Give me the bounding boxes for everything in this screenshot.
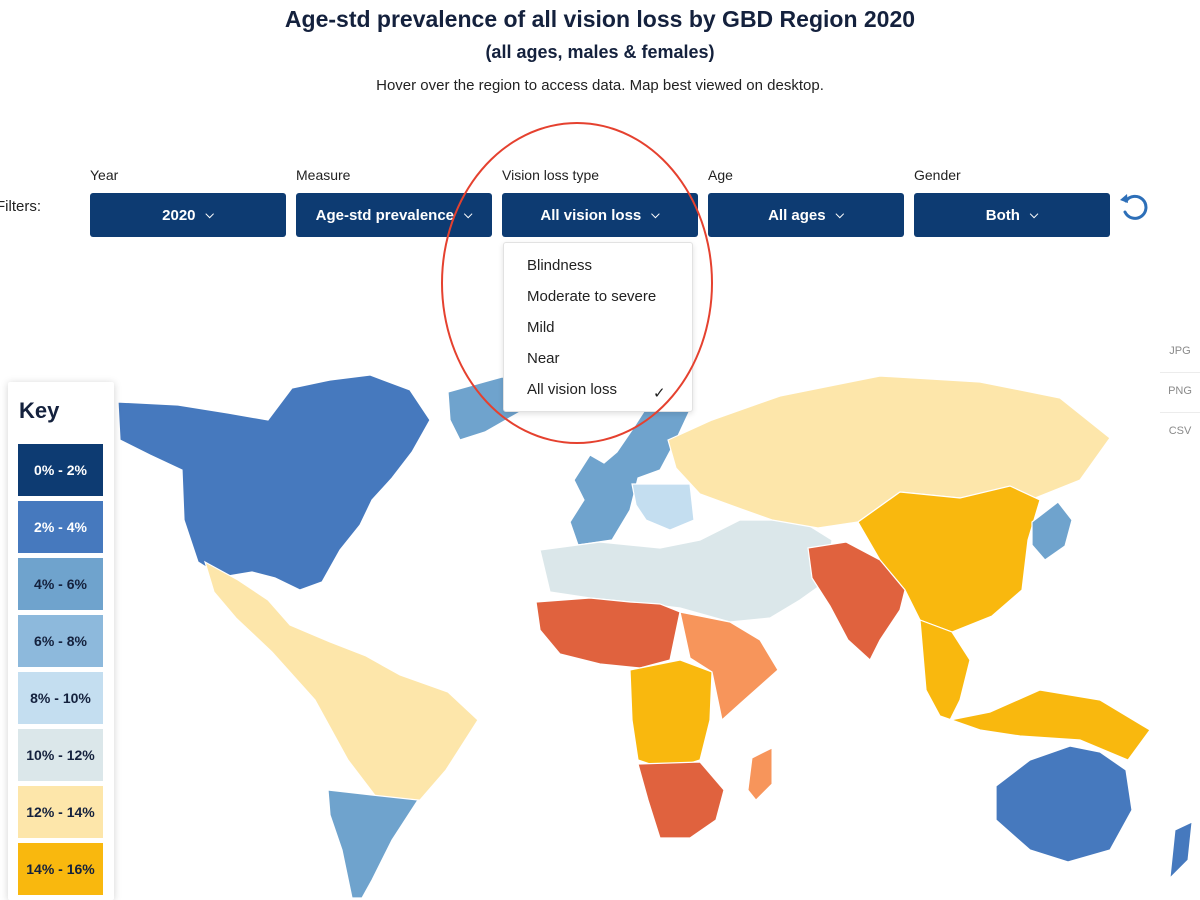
- map-region[interactable]: [637, 761, 725, 839]
- map-region[interactable]: [204, 560, 479, 803]
- filters-label: Filters:: [0, 198, 41, 215]
- map-region[interactable]: [327, 789, 420, 899]
- key-swatch: 4% - 6%: [18, 558, 103, 610]
- map-region[interactable]: [679, 611, 779, 722]
- key-swatch-label: 2% - 4%: [34, 519, 87, 535]
- key-swatch: 2% - 4%: [18, 501, 103, 553]
- year-dropdown-value: 2020: [162, 206, 196, 224]
- map-hint: Hover over the region to access data. Ma…: [376, 77, 824, 94]
- gender-filter-label: Gender: [914, 167, 961, 183]
- map-region[interactable]: [1031, 501, 1073, 561]
- map-region[interactable]: [1169, 821, 1193, 880]
- map-region[interactable]: [631, 483, 695, 531]
- key-swatch-label: 12% - 14%: [26, 804, 95, 820]
- gender-dropdown[interactable]: Both ⌵: [914, 193, 1110, 237]
- key-swatch-label: 14% - 16%: [26, 861, 95, 877]
- highlight-circle: [441, 122, 713, 444]
- gender-dropdown-value: Both: [985, 206, 1020, 224]
- map-region[interactable]: [919, 619, 1151, 761]
- map-region[interactable]: [629, 659, 713, 771]
- measure-dropdown-value: Age-std prevalence: [315, 206, 455, 224]
- chevron-down-icon: ⌵: [835, 208, 844, 221]
- export-jpg[interactable]: JPG: [1169, 345, 1191, 357]
- export-divider: [1160, 412, 1200, 413]
- key-swatch: 14% - 16%: [18, 843, 103, 895]
- year-dropdown[interactable]: 2020 ⌵: [90, 193, 286, 237]
- map-region[interactable]: [535, 597, 681, 669]
- key-swatch-label: 4% - 6%: [34, 576, 87, 592]
- year-filter-label: Year: [90, 167, 119, 183]
- map-subtitle: (all ages, males & females): [485, 42, 715, 62]
- age-dropdown-value: All ages: [768, 206, 826, 224]
- key-swatch: 8% - 10%: [18, 672, 103, 724]
- key-swatch-label: 6% - 8%: [34, 633, 87, 649]
- key-swatch: 10% - 12%: [18, 729, 103, 781]
- age-filter-label: Age: [708, 167, 733, 183]
- key-swatch-label: 0% - 2%: [34, 462, 87, 478]
- map-region[interactable]: [995, 745, 1133, 863]
- map-region[interactable]: [117, 374, 431, 591]
- key-swatch: 12% - 14%: [18, 786, 103, 838]
- key-swatch: 6% - 8%: [18, 615, 103, 667]
- map-region[interactable]: [747, 747, 773, 801]
- reset-icon[interactable]: [1117, 190, 1151, 224]
- chevron-down-icon: ⌵: [205, 208, 214, 221]
- key-swatch-label: 10% - 12%: [26, 747, 95, 763]
- export-csv[interactable]: CSV: [1168, 425, 1192, 437]
- export-png[interactable]: PNG: [1168, 385, 1192, 397]
- key-title: Key: [19, 398, 60, 423]
- export-divider: [1160, 372, 1200, 373]
- key-swatch: 0% - 2%: [18, 444, 103, 496]
- age-dropdown[interactable]: All ages ⌵: [708, 193, 904, 237]
- measure-filter-label: Measure: [296, 167, 351, 183]
- key-swatch-label: 8% - 10%: [30, 690, 91, 706]
- map-key: Key 0% - 2% 2% - 4% 4% - 6% 6% - 8% 8% -…: [8, 382, 114, 900]
- map-region[interactable]: [807, 541, 906, 661]
- chevron-down-icon: ⌵: [1029, 208, 1039, 221]
- map-title: Age-std prevalence of all vision loss by…: [284, 6, 916, 32]
